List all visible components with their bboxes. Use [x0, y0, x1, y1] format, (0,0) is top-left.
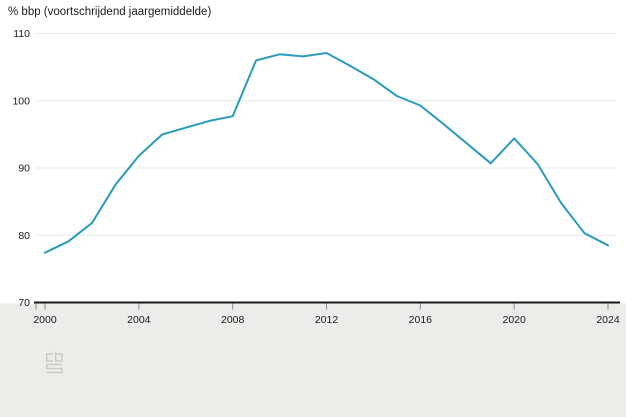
x-axis-labels: 2000 2004 2008 2012 2016 2020 2024: [33, 314, 620, 326]
y-tick-label: 100: [12, 95, 30, 107]
x-tick-label: 2024: [596, 314, 620, 326]
y-tick-label: 70: [18, 297, 30, 309]
x-tick-label: 2008: [221, 314, 245, 326]
data-line: [44, 52, 609, 254]
cbs-logo-letter-c: [46, 353, 54, 362]
chart-title: % bbp (voortschrijdend jaargemiddelde): [8, 6, 212, 18]
x-tick-label: 2000: [33, 314, 57, 326]
x-tick-label: 2020: [502, 314, 526, 326]
x-tick-label: 2004: [127, 314, 151, 326]
cbs-logo: [46, 351, 63, 374]
x-tick-label: 2016: [409, 314, 433, 326]
y-tick-label: 110: [13, 28, 30, 40]
cbs-logo-letter-b: [54, 351, 63, 362]
x-axis-ticks: [35, 303, 609, 310]
y-tick-label: 90: [18, 163, 30, 175]
x-tick-label: 2012: [315, 314, 339, 326]
y-axis-labels: 110 100 90 80 70: [12, 28, 30, 309]
y-tick-label: 80: [18, 230, 30, 242]
footer-band: [0, 303, 626, 417]
cbs-logo-letter-s: [46, 363, 63, 374]
gridlines: [36, 33, 616, 236]
